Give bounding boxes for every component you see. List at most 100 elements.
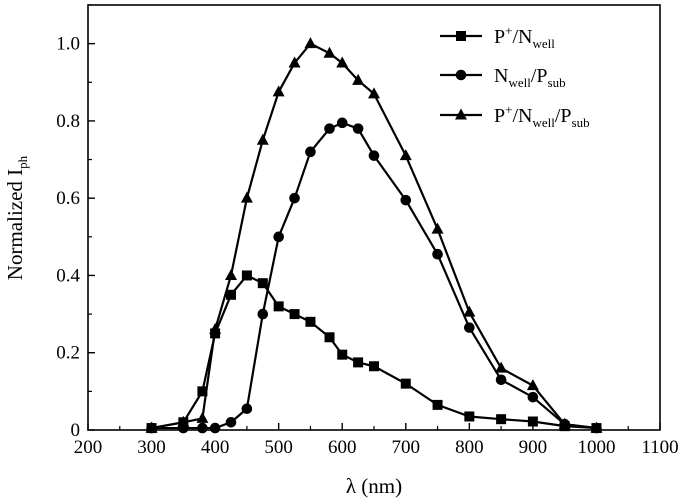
data-point-triangle [590,421,603,433]
data-point-triangle [225,268,237,280]
x-tick-label: 700 [392,437,421,458]
y-tick-label: 0.8 [56,111,80,132]
data-point-triangle [526,379,539,391]
data-point-triangle [336,56,349,68]
legend-label-part: P [494,26,505,48]
legend-marker-triangle [455,108,467,120]
data-point-triangle [368,87,380,99]
x-tick-label: 200 [74,437,103,458]
x-axis-title: λ (nm) [346,474,402,498]
data-point-circle [352,123,364,134]
x-tick-label: 300 [137,437,166,458]
data-point-circle [527,391,539,403]
data-point-circle [305,146,316,158]
y-axis-title: Normalized Iph [3,155,30,280]
legend-label: Nwell/Psub [494,65,566,90]
data-point-circle [432,248,443,260]
y-tick-label: 0.4 [56,265,80,286]
data-point-circle [257,308,269,320]
legend-label-part: well [532,115,555,130]
series-line [151,121,597,430]
y-tick-label: 1.0 [56,34,80,55]
data-point-triangle [304,37,317,49]
x-tick-label: 1000 [577,437,615,458]
legend-label-part: /P [531,65,548,87]
data-point-square [400,378,411,389]
series-p-nwell-psub [145,37,603,433]
data-point-square [257,278,268,289]
data-point-square [273,301,284,312]
x-tick-labels: 200 300 400 500 600 700 800 900 1000 1100 [74,437,679,458]
data-point-circle [464,322,475,333]
x-tick-label: 900 [519,437,548,458]
data-point-triangle [352,73,365,85]
data-point-circle [197,422,208,434]
legend-label-part: well [532,36,555,51]
legend-label-part: sub [548,75,566,90]
data-point-square [241,270,252,281]
data-point-triangle [145,421,158,433]
y-tick-label: 0 [71,420,81,441]
data-point-square [226,289,236,300]
data-point-square [337,349,348,360]
data-point-triangle [209,323,222,335]
data-point-square [289,309,300,320]
data-point-circle [324,123,335,134]
x-tick-label: 600 [328,437,357,458]
data-point-square [305,316,316,327]
data-point-triangle [558,417,571,429]
y-axis-title-sub: ph [15,155,30,169]
legend-label-part: /N [512,105,532,127]
data-point-triangle [240,191,253,203]
legend-label-part: well [508,75,531,90]
data-point-triangle [431,222,444,234]
y-tick-label: 0.6 [56,188,80,209]
data-point-circle [209,422,221,434]
data-point-triangle [323,46,336,58]
data-point-circle [368,150,380,161]
data-point-circle [400,194,412,206]
data-point-square [324,332,335,343]
data-point-circle [225,416,237,428]
y-tick-labels: 0 0.2 0.4 0.6 0.8 1.0 [56,34,80,441]
data-point-circle [495,374,507,386]
y-tick-label: 0.2 [56,343,80,364]
data-point-triangle [495,361,508,373]
x-tick-label: 400 [201,437,230,458]
data-point-square [496,414,507,425]
data-point-triangle [288,56,301,68]
x-tick-label: 500 [264,437,293,458]
data-point-circle [289,192,300,204]
legend-marker-circle [455,69,467,81]
legend-item-p-nwell: P+/Nwell [440,23,555,51]
legend-item-p-nwell-psub: P+/Nwell/Psub [440,102,590,130]
legend-label: P+/Nwell [494,23,555,51]
legend-label-part: sub [572,115,590,130]
legend-label-part: + [505,102,512,117]
series-line [151,274,597,430]
series-p-nwell [146,270,602,434]
data-point-triangle [463,305,476,317]
data-point-circle [336,117,348,129]
x-tick-label: 1100 [641,437,678,458]
data-point-triangle [399,149,412,161]
y-axis-title-main: Normalized I [3,169,27,280]
legend-marker-square [456,31,466,41]
data-point-square [527,416,538,427]
data-point-square [353,357,364,368]
data-point-circle [241,403,253,415]
legend-label-part: /N [512,26,532,48]
data-point-square [369,361,379,372]
x-tick-label: 800 [455,437,484,458]
data-point-triangle [196,411,209,423]
legend-label: P+/Nwell/Psub [494,102,590,130]
legend-label-part: /P [555,105,572,127]
data-point-circle [273,231,284,243]
legend-item-nwell-psub: Nwell/Psub [440,65,566,90]
legend-label-part: N [494,65,508,87]
series-layer [145,37,603,434]
data-point-triangle [272,85,285,97]
data-point-triangle [177,415,190,427]
